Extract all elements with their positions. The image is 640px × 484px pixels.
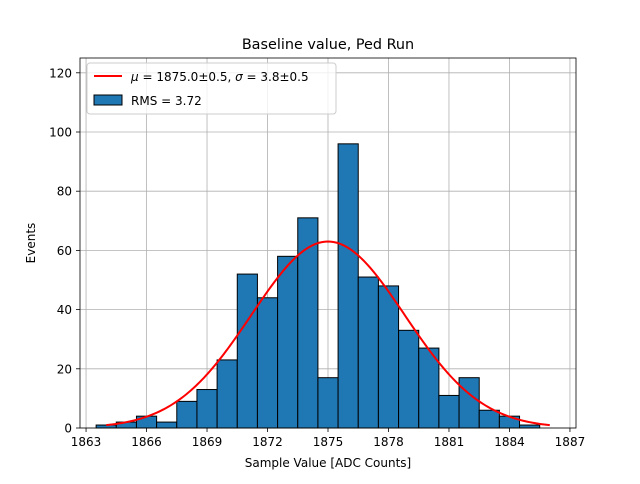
y-tick-label: 40	[57, 303, 72, 317]
histogram-bar	[438, 394, 460, 429]
legend-box	[86, 62, 337, 115]
x-tick-label: 1863	[71, 435, 102, 449]
histogram-bar	[357, 276, 379, 429]
y-axis-ticks: 0 20 40 60 80 100 120	[49, 66, 80, 436]
histogram-bar	[337, 143, 359, 429]
y-tick-label: 60	[57, 244, 72, 258]
histogram-bar	[236, 273, 258, 429]
histogram-bar	[277, 255, 299, 429]
x-tick-label: 1878	[373, 435, 404, 449]
y-tick-label: 0	[64, 422, 72, 436]
x-tick-label: 1866	[131, 435, 162, 449]
y-axis-label: Events	[24, 223, 38, 264]
x-axis-label: Sample Value [ADC Counts]	[245, 456, 411, 470]
x-axis-ticks: 1863 1866 1869 1872 1875 1878 1881 1884 1887	[71, 428, 585, 449]
x-tick-label: 1887	[555, 435, 586, 449]
histogram-bar	[377, 285, 400, 429]
histogram-bars	[95, 143, 541, 429]
gaussian-fit-curve	[106, 240, 550, 427]
chart-title: Baseline value, Ped Run	[242, 37, 414, 53]
x-tick-label: 1872	[252, 435, 283, 449]
histogram-bar	[519, 424, 541, 429]
y-tick-label: 20	[57, 362, 72, 376]
y-tick-label: 100	[49, 126, 72, 140]
x-tick-label: 1881	[434, 435, 465, 449]
histogram-bar	[256, 297, 279, 429]
histogram-bar	[176, 400, 198, 429]
legend-fit-label: μ = 1875.0±0.5, σ = 3.8±0.5	[130, 70, 309, 84]
histogram-bar	[156, 421, 178, 429]
histogram-bar	[95, 424, 117, 429]
histogram-bar	[216, 359, 238, 429]
histogram-bar	[196, 389, 218, 429]
x-tick-label: 1869	[192, 435, 223, 449]
histogram-bar	[297, 217, 319, 429]
y-tick-label: 120	[49, 66, 72, 80]
histogram-bar	[478, 409, 500, 429]
legend: μ = 1875.0±0.5, σ = 3.8±0.5 RMS = 3.72	[86, 62, 337, 115]
legend-hist-label: RMS = 3.72	[131, 94, 202, 108]
x-tick-label: 1884	[494, 435, 525, 449]
legend-hist-swatch	[93, 94, 123, 106]
histogram-bar	[317, 377, 339, 429]
y-tick-label: 80	[57, 185, 72, 199]
histogram-bar	[398, 329, 420, 429]
histogram-bar	[458, 377, 480, 429]
x-tick-label: 1875	[313, 435, 344, 449]
